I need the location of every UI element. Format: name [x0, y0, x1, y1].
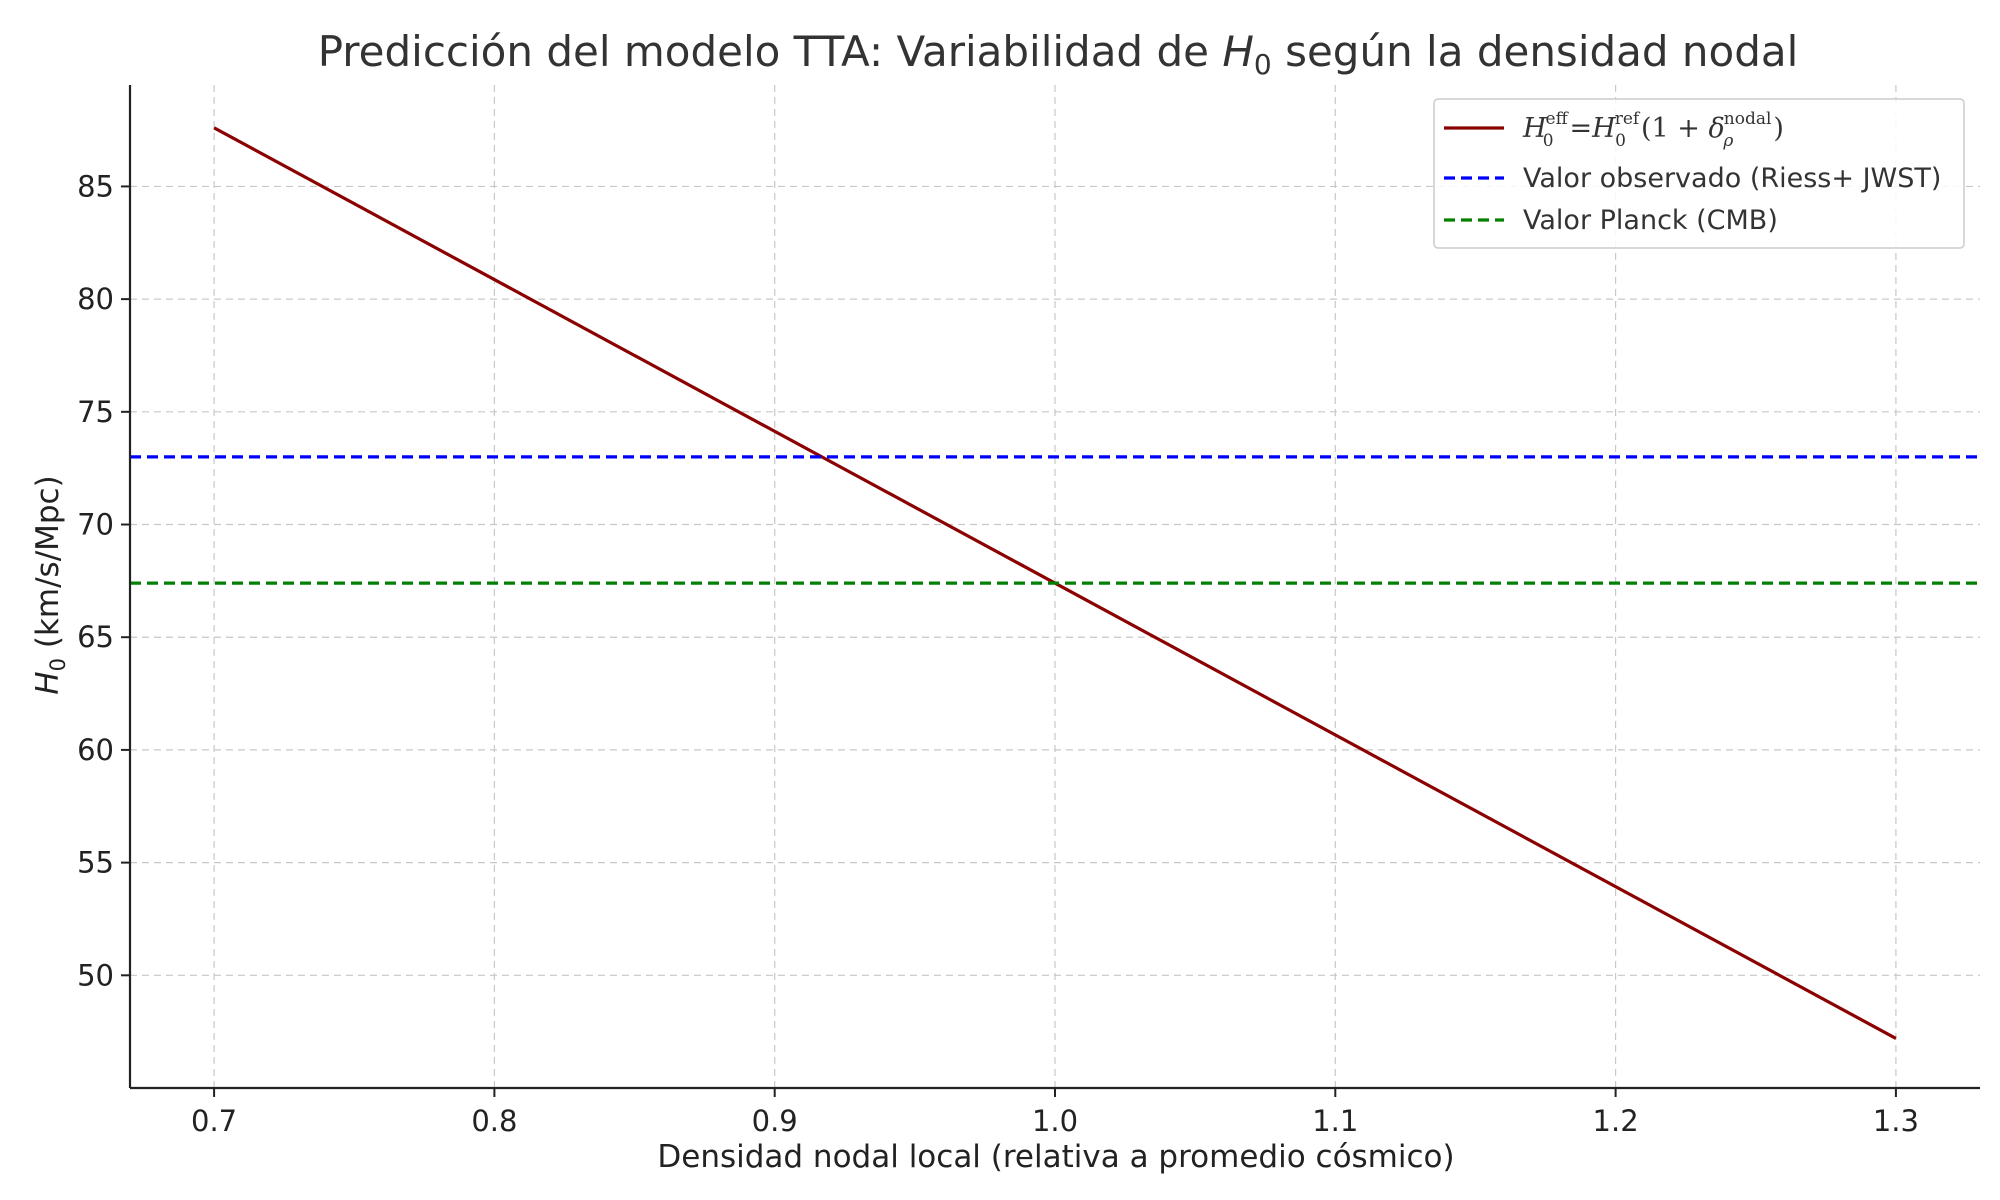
y-axis-label: H0 (km/s/Mpc)	[30, 475, 70, 694]
title-variable: H	[1222, 27, 1254, 76]
y-tick-label-4: 70	[77, 508, 114, 542]
legend-label-observed: Valor observado (Riess+ JWST)	[1523, 163, 1941, 194]
legend-label-planck: Valor Planck (CMB)	[1523, 205, 1778, 236]
x-tick-label-2: 0.9	[752, 1104, 798, 1138]
y-tick-label-3: 65	[77, 620, 114, 654]
title-text-before: Predicción del modelo TTA: Variabilidad …	[318, 27, 1223, 76]
plot-area	[130, 126, 1980, 1040]
y-tick-label-5: 75	[77, 395, 114, 429]
legend-label-model: Heff 0 =Href 0 (1 + δnodal ρ)	[1522, 109, 1784, 151]
y-tick-label-0: 50	[77, 958, 114, 992]
title-text-after: según la densidad nodal	[1272, 27, 1799, 76]
y-tick-label-7: 85	[77, 169, 114, 203]
x-tick-label-1: 0.8	[471, 1104, 517, 1138]
axes: 0.7 0.8 0.9 1.0 1.1 1.2 1.3 50 55 60 65 70 75 80 85	[77, 85, 1980, 1138]
y-axis-label-unit: (km/s/Mpc)	[30, 475, 66, 658]
x-tick-label-6: 1.3	[1873, 1104, 1919, 1138]
y-tick-label-2: 60	[77, 733, 114, 767]
x-tick-label-5: 1.2	[1593, 1104, 1639, 1138]
chart-title: Predicción del modelo TTA: Variabilidad …	[318, 27, 1799, 81]
y-tick-label-6: 80	[77, 282, 114, 316]
legend-box	[1433, 98, 1965, 249]
x-tick-label-4: 1.1	[1312, 1104, 1358, 1138]
y-tick-label-1: 55	[77, 846, 114, 880]
x-tick-label-0: 0.7	[191, 1104, 237, 1138]
title-subscript: 0	[1254, 48, 1272, 81]
legend: Heff 0 =Href 0 (1 + δnodal ρ) Valor observado…	[1433, 98, 1965, 249]
y-axis-label-variable: H	[30, 671, 66, 694]
x-axis-label: Densidad nodal local (relativa a promedi…	[657, 1139, 1454, 1175]
y-axis-label-subscript: 0	[46, 658, 70, 671]
x-tick-label-3: 1.0	[1032, 1104, 1078, 1138]
